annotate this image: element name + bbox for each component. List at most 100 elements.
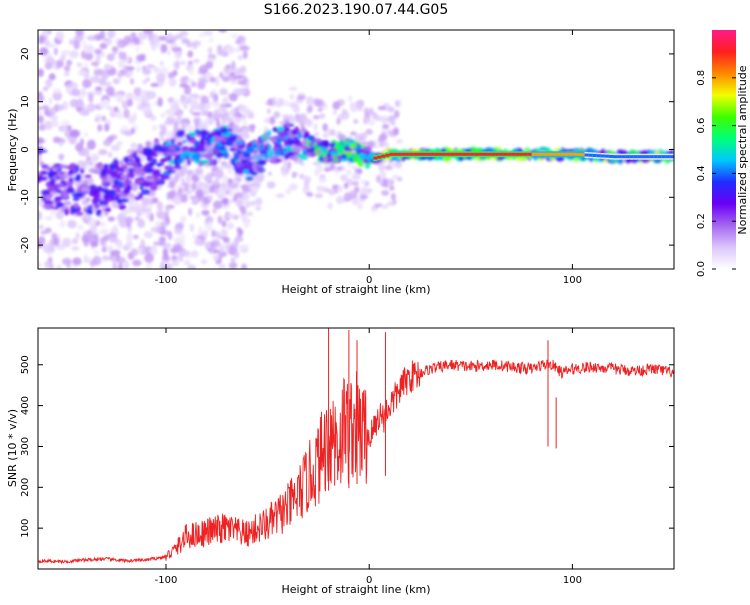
carrier-band-core [588,153,593,157]
colorbar-ticks: 0.0 0.2 0.4 0.6 0.8 [696,70,736,277]
spectrogram-noise-cell [167,263,173,269]
spectrogram-signal-cell [191,153,201,161]
spectrogram-noise-cell [194,120,200,129]
spectrogram-noise-cell [382,178,388,185]
y-tick-label: 100 [20,519,31,538]
spectrogram-noise-cell [90,241,99,248]
spectrogram-signal-cell [118,204,127,211]
spectrogram-y-ticks: -20 -10 0 10 20 [20,48,674,253]
spectrogram-noise-cell [81,40,87,51]
spectrogram-noise-cell [142,102,151,108]
spectrogram-noise-cell [285,188,292,195]
spectrogram-noise-cell [94,48,103,55]
spectrogram-signal-cell [138,192,144,200]
spectrogram-noise-cell [112,78,121,85]
spectrogram-signal-cell [119,159,124,166]
spectrogram-noise-cell [348,95,353,102]
spectrogram-signal-cell [105,207,111,212]
spectrogram-noise-cell [217,194,225,199]
spectrogram-noise-cell [174,103,179,112]
spectrogram-noise-cell [128,202,136,208]
y-tick-label: 20 [20,48,31,61]
carrier-band-core [629,155,634,159]
spectrogram-signal-cell [357,159,364,168]
spectrogram-noise-cell [378,163,385,172]
spectrogram-noise-cell [174,49,182,60]
spectrogram-noise-cell [336,118,341,125]
spectrogram-noise-cell [174,174,179,183]
spectrogram-noise-cell [189,67,194,76]
spectrogram-signal-cell [142,148,147,155]
spectrogram-noise-cell [247,112,255,120]
spectrogram-noise-cell [127,98,133,107]
spectrogram-noise-cell [359,194,369,200]
spectrogram-noise-cell [340,174,348,182]
spectrogram-signal-cell [183,150,191,156]
spectrogram-signal-cell [153,144,163,152]
spectrogram-noise-cell [320,186,329,192]
spectrogram-noise-cell [101,71,109,80]
spectrogram-noise-cell [71,88,81,97]
spectrogram-noise-cell [327,202,333,210]
colorbar: 0.0 0.2 0.4 0.6 0.8 Normalized spectral ampl… [696,30,749,277]
snr-line [38,359,674,565]
spectrogram-noise-cell [300,113,305,123]
spectrogram-noise-cell [212,208,218,214]
spectrogram-noise-cell [188,125,194,134]
spectrogram-noise-cell [101,246,108,253]
spectrogram-noise-cell [173,61,181,69]
spectrogram-noise-cell [44,261,50,269]
spectrogram-signal-cell [123,156,129,163]
spectrogram-noise-cell [211,229,216,238]
carrier-band-core [507,152,512,156]
spectrogram-noise-cell [130,248,139,257]
spectrogram-noise-cell [240,105,250,115]
spectrogram-noise-cell [168,181,176,189]
spectrogram-noise-cell [160,112,166,118]
spectrogram-noise-cell [63,71,70,77]
spectrogram-signal-cell [75,211,84,216]
spectrogram-signal-cell [59,179,67,184]
x-tick-label: 0 [366,275,372,286]
spectrogram-noise-cell [181,250,191,257]
spectrogram-signal-cell [207,135,213,139]
spectrogram-signal-cell [284,139,289,146]
spectrogram-noise-cell [341,166,346,171]
spectrogram-noise-cell [152,125,157,131]
spectrogram-heatmap [38,30,674,269]
spectrogram-noise-cell [190,182,198,190]
carrier-band-core [417,152,422,156]
spectrogram-noise-cell [40,230,48,235]
spectrogram-noise-cell [99,30,106,40]
spectrogram-noise-cell [391,174,400,180]
spectrogram-noise-cell [133,234,139,240]
spectrogram-noise-cell [171,259,180,267]
spectrogram-noise-cell [328,191,335,196]
carrier-band-core [613,155,618,159]
spectrogram-noise-cell [298,173,305,180]
spectrogram-noise-cell [209,91,215,99]
spectrogram-noise-cell [47,256,53,264]
spectrogram-signal-cell [115,160,120,169]
spectrogram-noise-cell [162,242,172,250]
spectrogram-noise-cell [136,66,141,73]
spectrogram-signal-cell [234,161,244,168]
spectrogram-noise-cell [81,50,86,60]
carrier-band-core [381,154,386,158]
spectrogram-signal-cell [245,175,254,182]
spectrogram-noise-cell [314,167,320,177]
spectrogram-signal-cell [297,132,303,139]
spectrogram-noise-cell [63,201,72,206]
spectrogram-noise-cell [165,39,175,44]
spectrogram-noise-cell [38,262,42,268]
spectrogram-noise-cell [282,113,290,119]
carrier-band-core [657,155,662,159]
spectrogram-noise-cell [230,257,236,264]
spectrogram-noise-cell [137,143,144,154]
colorbar-tick-label: 0.6 [696,118,707,134]
spectrogram-signal-cell [293,141,303,146]
spectrogram-noise-cell [323,167,332,172]
spectrogram-noise-cell [220,189,227,196]
spectrogram-noise-cell [329,128,336,137]
spectrogram-signal-cell [55,195,62,202]
